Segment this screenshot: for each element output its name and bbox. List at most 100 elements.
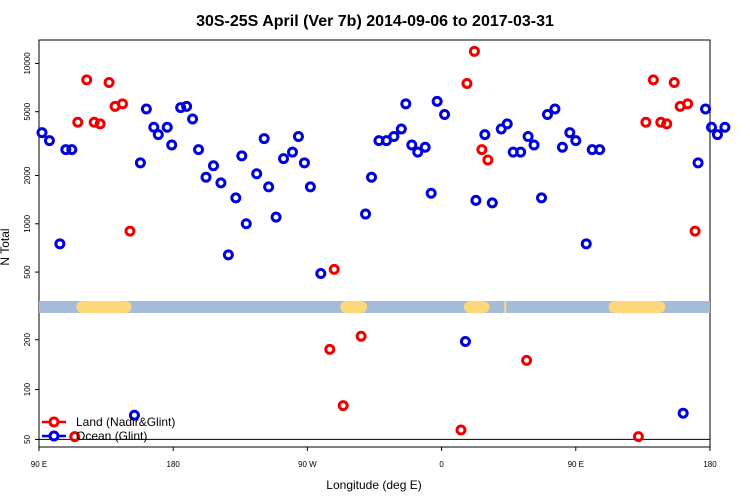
ocean-point-28 (286, 146, 298, 158)
ocean-point-19 (222, 249, 234, 261)
land-band-1 (340, 301, 368, 313)
ocean-point-45 (439, 109, 451, 121)
land-point-6 (117, 98, 129, 110)
ocean-point-48 (479, 129, 491, 141)
ocean-point-34 (366, 171, 378, 183)
land-point-12 (455, 424, 467, 436)
x-tick-label-5: 180 (703, 460, 717, 469)
ocean-point-50 (495, 123, 507, 135)
ocean-point-39 (400, 98, 412, 110)
ocean-point-31 (304, 181, 316, 193)
ocean-point-15 (193, 144, 205, 156)
legend-marker-0 (48, 416, 60, 428)
ocean-point-11 (166, 139, 178, 151)
x-tick-label-0: 90 E (31, 460, 47, 469)
ocean-point-26 (270, 211, 282, 223)
y-upper-tick-label-2: 2000 (23, 166, 32, 184)
plot-frame (38, 39, 711, 448)
ocean-point-33 (360, 208, 372, 220)
land-point-10 (337, 400, 349, 412)
ocean-point-51 (501, 118, 513, 130)
ocean-point-12 (175, 102, 187, 114)
ocean-point-40 (406, 139, 418, 151)
legend-label-1: Ocean (Glint) (76, 429, 147, 443)
ocean-point-64 (594, 144, 606, 156)
ocean-point-69 (711, 129, 723, 141)
x-tick-label-2: 90 W (298, 460, 317, 469)
land-point-17 (521, 354, 533, 366)
ocean-point-21 (236, 150, 248, 162)
ocean-point-46 (459, 336, 471, 348)
land-point-21 (655, 116, 667, 128)
ocean-point-13 (181, 100, 193, 112)
ocean-point-37 (388, 131, 400, 143)
ocean-point-70 (719, 121, 731, 133)
ocean-point-58 (549, 103, 561, 115)
land-point-26 (689, 225, 701, 237)
ocean-point-1 (43, 135, 55, 147)
land-point-18 (632, 431, 644, 443)
land-point-2 (88, 116, 100, 128)
land-point-25 (682, 98, 694, 110)
ocean-point-4 (66, 144, 78, 156)
land-point-19 (640, 116, 652, 128)
ocean-point-59 (556, 141, 568, 153)
land-point-0 (72, 116, 84, 128)
ocean-point-54 (522, 131, 534, 143)
land-point-27 (69, 431, 81, 443)
ocean-point-61 (570, 135, 582, 147)
x-tick-label-3: 0 (439, 460, 444, 469)
ocean-point-57 (541, 109, 553, 121)
land-band-2 (463, 301, 490, 313)
land-ocean-strip (39, 301, 710, 313)
ocean-point-47 (470, 194, 482, 206)
ocean-point-5 (128, 409, 140, 421)
ocean-band (39, 301, 710, 313)
y-axis: 500 1000 2000 5000 10000 50 100 200 (23, 52, 39, 444)
ocean-point-42 (419, 141, 431, 153)
ocean-point-49 (486, 197, 498, 209)
land-point-3 (94, 118, 106, 130)
ocean-point-10 (161, 121, 173, 133)
ocean-point-20 (230, 192, 242, 204)
land-point-11 (355, 330, 367, 342)
ocean-point-68 (705, 121, 717, 133)
land-point-15 (476, 144, 488, 156)
plot-border (38, 39, 711, 448)
ocean-point-16 (200, 171, 212, 183)
land-point-13 (461, 77, 473, 89)
ocean-point-29 (292, 131, 304, 143)
legend: Land (Nadir&Glint)Ocean (Glint) (42, 415, 175, 443)
ocean-point-23 (251, 168, 263, 180)
land-band-3 (504, 301, 507, 313)
data-points (36, 45, 731, 443)
x-tick-label-1: 180 (167, 460, 181, 469)
chart-title: 30S-25S April (Ver 7b) 2014-09-06 to 201… (196, 13, 554, 30)
ocean-point-17 (207, 160, 219, 172)
y-lower-tick-label-2: 200 (23, 333, 32, 347)
ocean-point-24 (258, 133, 270, 145)
ocean-point-60 (564, 127, 576, 139)
land-band-4 (608, 301, 666, 313)
land-point-16 (482, 154, 494, 166)
land-point-1 (81, 74, 93, 86)
ocean-point-67 (700, 103, 712, 115)
ocean-point-25 (263, 181, 275, 193)
ocean-point-6 (134, 157, 146, 169)
ocean-point-27 (278, 153, 290, 165)
ocean-point-38 (395, 123, 407, 135)
land-band-0 (76, 301, 132, 313)
ocean-point-0 (36, 127, 48, 139)
x-tick-label-4: 90 E (568, 460, 584, 469)
land-point-7 (124, 225, 136, 237)
ocean-point-2 (54, 238, 66, 250)
land-point-22 (661, 118, 673, 130)
land-point-14 (468, 45, 480, 57)
ocean-point-44 (431, 95, 443, 107)
legend-marker-1 (48, 430, 60, 442)
ocean-point-22 (240, 218, 252, 230)
ocean-point-9 (152, 129, 164, 141)
y-upper-tick-label-0: 500 (23, 265, 32, 279)
x-axis-label: Longitude (deg E) (326, 478, 421, 492)
